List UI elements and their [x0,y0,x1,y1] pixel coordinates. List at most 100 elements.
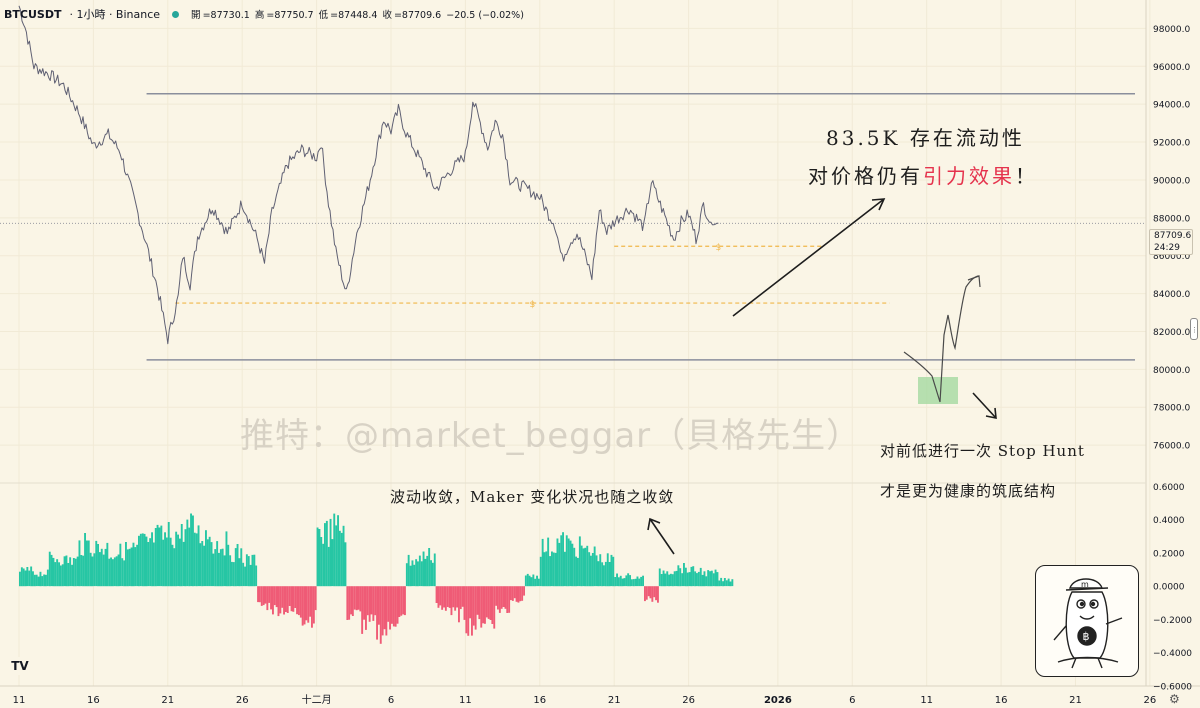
hist-bar-negative [498,586,501,613]
ohlc-values: 開 =87730.1 高 =87750.7 低 =87448.4 收 =87709.6 … [191,7,526,21]
tv-logo-icon[interactable]: TV [8,657,32,675]
hist-bar-positive [115,556,118,587]
hist-bar-positive [627,573,630,587]
maker-note: 波动收敛，Maker 变化状况也随之收敛 [390,488,675,506]
hist-bar-positive [158,527,161,587]
hist-bar-positive [562,532,564,587]
hist-bar-positive [431,562,434,587]
hist-bar-positive [316,527,319,587]
hist-bar-positive [24,570,27,587]
hist-bar-positive [418,555,421,587]
hist-bar-positive [604,561,607,587]
hist-bar-positive [128,548,131,587]
hist-bar-positive [537,578,540,587]
price-series [18,5,719,345]
hist-bar-negative [312,586,315,624]
hist-bar-negative [485,586,488,618]
hist-bar-positive [591,553,594,587]
hist-bar-positive [584,547,587,587]
symbol-header[interactable]: BTCUSDT · 1小時 · Binance 開 =87730.1 高 =8775… [4,6,526,22]
hist-bar-positive [623,578,626,587]
time-axis[interactable]: 11 16 21 26 十二月 6 11 16 21 26 2026 6 11 16 21 26 [13,693,1157,706]
hist-bar-negative [387,586,390,622]
y-tick-label: 92000.0 [1153,139,1190,149]
indicator-tick-label: −0.2000 [1153,616,1192,626]
hist-bar-negative [309,586,312,617]
hist-bar-positive [640,576,643,587]
hist-bar-positive [240,548,243,587]
indicator-axis[interactable]: 0.6000 0.4000 0.2000 0.0000 −0.2000 −0.4000 −0… [1153,483,1192,693]
hist-bar-positive [238,558,241,587]
liquidity-note-prefix: 对价格仍有 [808,164,923,188]
hist-bar-positive [409,565,412,587]
hist-bar-positive [560,535,563,587]
hist-bar-positive [417,561,419,587]
hist-bar-positive [199,543,202,587]
hist-bar-negative [521,586,524,601]
hist-bar-negative [357,586,360,610]
hist-bar-negative [294,586,297,608]
liquidity-marker: $ [529,300,535,310]
hist-bar-positive [716,572,719,587]
highlight-zone [918,377,958,404]
hist-bar-negative [288,586,291,606]
gear-icon[interactable]: ⚙ [1169,692,1180,706]
hist-bar-positive [565,535,568,587]
hist-bar-positive [670,573,672,587]
symbol-name[interactable]: BTCUSDT [4,7,62,21]
hist-bar-negative [446,586,449,607]
axis-scale-handle-icon[interactable]: ⋮ [1190,318,1198,340]
hist-bar-positive [119,543,122,587]
hist-bar-positive [601,562,604,587]
hist-bar-positive [121,558,124,587]
hist-bar-positive [175,531,178,587]
hist-bar-negative [268,586,271,603]
hist-bar-positive [549,556,551,587]
liquidity-note-highlight: 引力效果 [923,164,1015,188]
hist-bar-negative [456,586,458,608]
hist-bar-positive [56,559,59,587]
hist-bar-positive [335,525,338,587]
hist-bar-positive [723,578,726,587]
hist-bar-positive [76,556,79,587]
hist-bar-positive [249,564,252,587]
hist-bar-positive [65,555,68,587]
timeframe-exchange[interactable]: · 1小時 · Binance [69,8,161,21]
hist-bar-negative [491,586,494,624]
hist-bar-negative [493,586,496,629]
hist-bar-positive [424,558,427,587]
hist-bar-positive [595,555,598,587]
hist-bar-negative [482,586,484,624]
hist-bar-negative [653,586,656,598]
hist-bar-positive [694,571,697,587]
hist-bar-positive [564,551,566,587]
hist-bar-positive [50,554,53,587]
arrow-to-maker-note-head [647,517,661,531]
hist-bar-positive [433,553,436,587]
hist-bar-negative [372,586,375,621]
hist-bar-positive [534,578,537,587]
hist-bar-negative [474,586,477,630]
hist-bar-negative [296,586,298,615]
indicator-tick-label: 0.6000 [1153,483,1185,493]
hist-bar-positive [714,569,717,587]
hist-bar-negative [450,586,453,616]
hist-bar-positive [578,536,581,587]
hist-bar-negative [366,586,369,616]
hist-bar-positive [247,556,250,587]
hist-bar-positive [324,523,326,587]
hist-bar-negative [500,586,503,609]
hist-bar-positive [219,549,222,587]
hist-bar-positive [625,575,628,587]
price-axis[interactable]: 98000.0 96000.0 94000.0 92000.0 90000.0 88000… [1153,25,1190,452]
hist-bar-positive [223,555,226,587]
hist-bar-positive [696,573,698,587]
hist-bar-negative [657,586,659,603]
hist-bar-positive [430,560,432,587]
hist-bar-positive [582,548,585,587]
hist-bar-positive [632,579,635,587]
hist-bar-negative [452,586,455,608]
hist-bar-positive [677,565,680,587]
hist-bar-negative [435,586,438,603]
